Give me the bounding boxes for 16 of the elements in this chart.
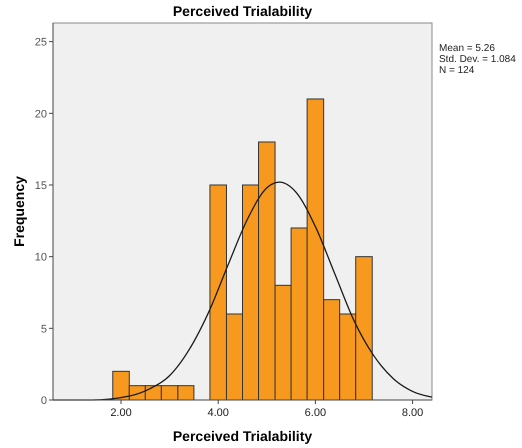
y-tick-label: 25 [34, 36, 47, 49]
y-axis-title: Frequency [11, 176, 27, 247]
y-tick-label: 15 [34, 180, 47, 192]
x-tick-label: 6.00 [304, 407, 326, 419]
y-tick-label: 10 [34, 252, 47, 264]
text: Mean = 5.26 [439, 43, 496, 54]
chart-title: Perceived Trialability [172, 3, 312, 19]
text: Std. Dev. = 1.084 [439, 54, 516, 65]
x-tick-label: 2.00 [110, 407, 132, 419]
y-tick-label: 20 [34, 108, 47, 120]
text: N = 124 [439, 65, 475, 76]
y-tick-label: 5 [40, 323, 47, 336]
x-axis-title: Perceived Trialability [172, 428, 312, 444]
x-tick-label: 4.00 [207, 407, 229, 419]
x-tick-label: 8.00 [402, 407, 424, 419]
y-tick-label: 0 [40, 395, 47, 407]
